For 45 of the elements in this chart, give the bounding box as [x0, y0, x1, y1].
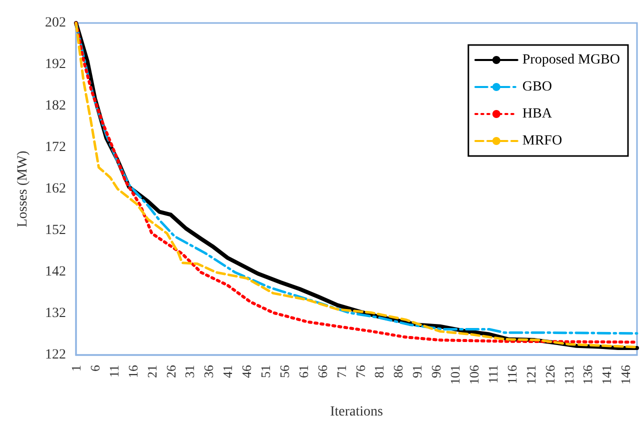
x-tick-label: 1: [68, 365, 84, 372]
legend-label: MRFO: [522, 134, 562, 148]
x-tick-label: 56: [276, 364, 292, 378]
x-tick-label: 31: [182, 365, 198, 378]
x-tick-label: 126: [542, 364, 558, 384]
y-tick-label: 152: [45, 223, 66, 238]
y-axis-title: Losses (MW): [16, 150, 30, 228]
y-tick-label: 192: [45, 57, 66, 72]
y-tick-label: 162: [45, 182, 66, 196]
x-tick-label: 61: [296, 365, 311, 378]
x-tick-label: 11: [106, 365, 122, 378]
y-tick-label: 122: [45, 348, 66, 362]
x-tick-label: 91: [410, 365, 425, 378]
x-tick-label: 86: [390, 364, 406, 378]
y-tick-label: 172: [45, 140, 66, 155]
x-tick-label: 21: [144, 365, 160, 378]
x-tick-label: 66: [314, 364, 330, 378]
y-tick-label: 142: [45, 264, 66, 280]
x-tick-label: 41: [220, 365, 236, 378]
x-tick-label: 16: [125, 364, 140, 378]
x-tick-label: 46: [239, 364, 254, 378]
x-tick-label: 131: [561, 365, 576, 384]
x-tick-label: 76: [352, 364, 368, 378]
y-tick-label: 202: [45, 16, 66, 30]
legend-label: GBO: [522, 80, 552, 94]
x-tick-label: 116: [504, 364, 520, 384]
x-tick-label: 106: [466, 364, 482, 384]
x-tick-label: 26: [163, 364, 178, 378]
x-tick-label: 81: [372, 365, 387, 378]
x-tick-label: 51: [258, 365, 274, 378]
x-tick-label: 6: [87, 364, 102, 372]
x-tick-label: 141: [599, 365, 614, 384]
x-tick-label: 111: [485, 365, 500, 384]
legend-label: HBA: [522, 106, 553, 122]
legend-label: Proposed MGBO: [522, 52, 620, 68]
x-tick-label: 121: [523, 365, 538, 384]
x-tick-label: 36: [201, 364, 216, 378]
x-axis-title: Iterations: [330, 404, 383, 420]
x-tick-label: 71: [334, 365, 349, 378]
x-tick-label: 136: [580, 364, 596, 384]
y-tick-label: 182: [45, 98, 66, 114]
x-tick-label: 101: [448, 365, 463, 384]
x-tick-label: 96: [428, 364, 444, 378]
x-tick-label: 146: [618, 364, 634, 384]
y-tick-label: 132: [45, 306, 66, 321]
